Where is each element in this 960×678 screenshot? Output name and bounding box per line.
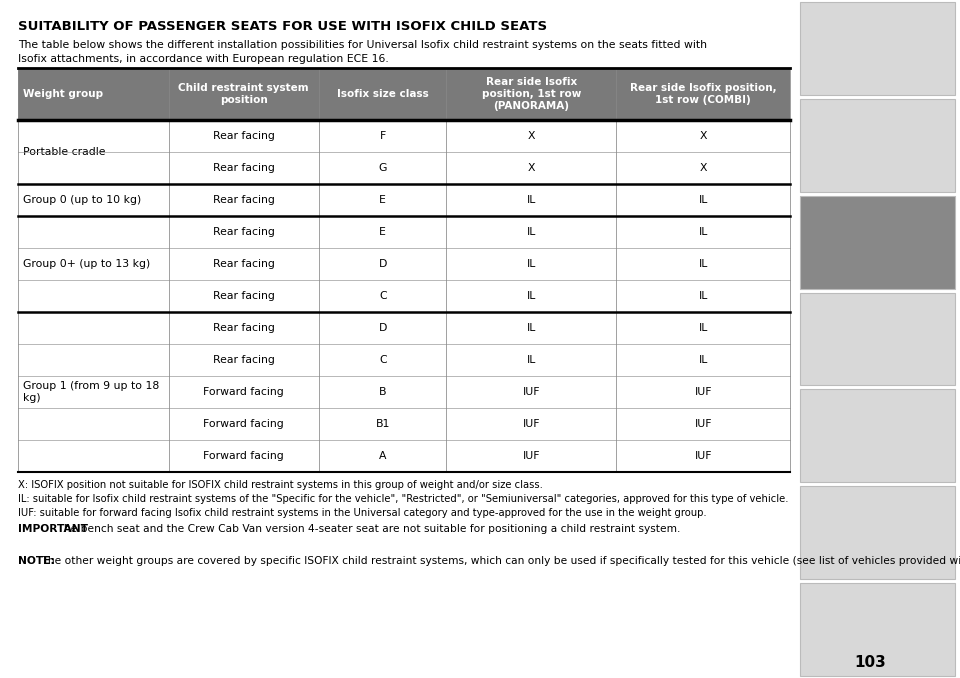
Text: D: D: [378, 259, 387, 269]
Text: IL: IL: [699, 323, 708, 333]
Text: IL: IL: [699, 291, 708, 301]
Text: X: X: [700, 131, 707, 141]
Text: X: X: [528, 163, 535, 173]
Text: The bench seat and the Crew Cab Van version 4-seater seat are not suitable for p: The bench seat and the Crew Cab Van vers…: [54, 524, 681, 534]
Text: C: C: [379, 355, 387, 365]
Text: IL: IL: [699, 227, 708, 237]
Text: IUF: IUF: [522, 419, 540, 429]
Text: F: F: [379, 131, 386, 141]
Text: IUF: IUF: [694, 451, 712, 461]
Text: IUF: suitable for forward facing Isofix child restraint systems in the Universal: IUF: suitable for forward facing Isofix …: [18, 508, 707, 518]
Text: IUF: IUF: [522, 451, 540, 461]
Bar: [800, 389, 955, 482]
Text: IMPORTANT: IMPORTANT: [18, 524, 88, 534]
Text: X: ISOFIX position not suitable for ISOFIX child restraint systems in this group: X: ISOFIX position not suitable for ISOF…: [18, 480, 542, 490]
Text: IL: IL: [527, 323, 536, 333]
Text: B: B: [379, 387, 387, 397]
Text: Group 1 (from 9 up to 18
kg): Group 1 (from 9 up to 18 kg): [23, 381, 159, 403]
Text: IL: IL: [699, 355, 708, 365]
Text: C: C: [379, 291, 387, 301]
Text: IL: IL: [527, 195, 536, 205]
Text: Rear facing: Rear facing: [213, 323, 275, 333]
Bar: [800, 196, 955, 289]
Text: B1: B1: [375, 419, 390, 429]
Text: Forward facing: Forward facing: [204, 451, 284, 461]
Text: IUF: IUF: [694, 419, 712, 429]
Text: Forward facing: Forward facing: [204, 387, 284, 397]
Text: The other weight groups are covered by specific ISOFIX child restraint systems, : The other weight groups are covered by s…: [38, 556, 960, 566]
Text: IL: IL: [527, 259, 536, 269]
Text: Portable cradle: Portable cradle: [23, 147, 106, 157]
Bar: [18, 68, 169, 120]
Bar: [800, 2, 955, 95]
Text: IL: IL: [699, 195, 708, 205]
Text: Rear facing: Rear facing: [213, 291, 275, 301]
Bar: [800, 486, 955, 579]
Text: NOTE:: NOTE:: [18, 556, 55, 566]
Bar: [169, 68, 319, 120]
Text: Isofix attachments, in accordance with European regulation ECE 16.: Isofix attachments, in accordance with E…: [18, 54, 389, 64]
Text: Rear side Isofix position,
1st row (COMBI): Rear side Isofix position, 1st row (COMB…: [630, 83, 777, 105]
Text: Forward facing: Forward facing: [204, 419, 284, 429]
Text: IL: IL: [527, 227, 536, 237]
Text: Rear facing: Rear facing: [213, 163, 275, 173]
Text: X: X: [700, 163, 707, 173]
Text: Child restraint system
position: Child restraint system position: [179, 83, 309, 105]
Bar: [446, 68, 616, 120]
Text: IL: IL: [527, 355, 536, 365]
Text: E: E: [379, 195, 386, 205]
Bar: [800, 293, 955, 385]
Text: Rear facing: Rear facing: [213, 227, 275, 237]
Text: D: D: [378, 323, 387, 333]
Text: A: A: [379, 451, 387, 461]
Text: Rear facing: Rear facing: [213, 355, 275, 365]
Text: Rear facing: Rear facing: [213, 131, 275, 141]
Text: Rear facing: Rear facing: [213, 195, 275, 205]
Text: IL: suitable for Isofix child restraint systems of the "Specific for the vehicle: IL: suitable for Isofix child restraint …: [18, 494, 788, 504]
Text: IUF: IUF: [522, 387, 540, 397]
Text: E: E: [379, 227, 386, 237]
Bar: [319, 68, 446, 120]
Text: 103: 103: [854, 655, 886, 670]
Text: IUF: IUF: [694, 387, 712, 397]
Text: IL: IL: [527, 291, 536, 301]
Text: Rear side Isofix
position, 1st row
(PANORAMA): Rear side Isofix position, 1st row (PANO…: [482, 77, 581, 111]
Text: The table below shows the different installation possibilities for Universal Iso: The table below shows the different inst…: [18, 40, 707, 50]
Text: G: G: [378, 163, 387, 173]
Bar: [800, 583, 955, 676]
Bar: [616, 68, 790, 120]
Text: Weight group: Weight group: [23, 89, 103, 99]
Text: Group 0+ (up to 13 kg): Group 0+ (up to 13 kg): [23, 259, 151, 269]
Text: Group 0 (up to 10 kg): Group 0 (up to 10 kg): [23, 195, 141, 205]
Bar: [800, 99, 955, 192]
Text: SUITABILITY OF PASSENGER SEATS FOR USE WITH ISOFIX CHILD SEATS: SUITABILITY OF PASSENGER SEATS FOR USE W…: [18, 20, 547, 33]
Text: Rear facing: Rear facing: [213, 259, 275, 269]
Text: IL: IL: [699, 259, 708, 269]
Text: X: X: [528, 131, 535, 141]
Text: Isofix size class: Isofix size class: [337, 89, 429, 99]
